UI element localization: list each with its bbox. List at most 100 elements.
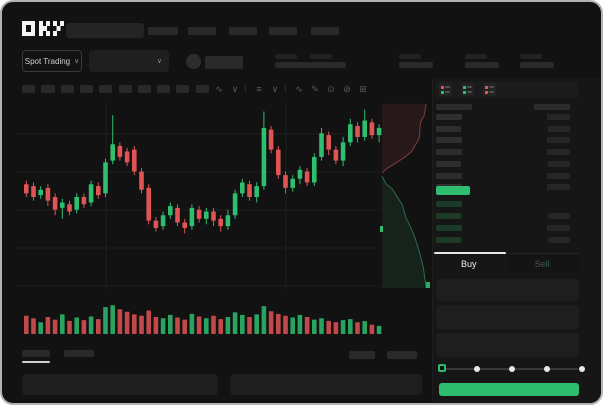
nav-item-placeholder[interactable] bbox=[148, 27, 178, 35]
order-input-field[interactable] bbox=[436, 333, 579, 357]
book-icon-line bbox=[444, 91, 450, 93]
last-price-bar[interactable] bbox=[436, 186, 470, 195]
ask-price-bar[interactable] bbox=[436, 125, 461, 132]
nav-item-placeholder[interactable] bbox=[311, 27, 339, 35]
bid-price-bar[interactable] bbox=[436, 225, 462, 231]
screenshot-tool-icon[interactable]: ⊙ bbox=[327, 84, 335, 94]
stat-label-placeholder bbox=[399, 54, 421, 59]
pair-name-placeholder bbox=[205, 56, 243, 69]
trendline-tool-icon[interactable]: ∿ bbox=[295, 84, 303, 94]
indicators-dropdown-icon[interactable]: ∿ bbox=[215, 84, 223, 94]
interval-button[interactable] bbox=[137, 85, 151, 93]
orders-table-placeholder bbox=[230, 374, 422, 395]
orders-action-button[interactable] bbox=[387, 351, 417, 359]
orders-action-button[interactable] bbox=[349, 351, 375, 359]
ask-price-bar[interactable] bbox=[436, 137, 462, 144]
bid-amount-bar[interactable] bbox=[547, 225, 570, 231]
fullscreen-icon[interactable]: ⊞ bbox=[359, 84, 367, 94]
book-icon-square bbox=[463, 90, 466, 94]
order-input-field[interactable] bbox=[436, 279, 579, 301]
ask-price-bar[interactable] bbox=[436, 172, 462, 179]
nav-item-placeholder[interactable] bbox=[229, 27, 257, 35]
ask-amount-bar[interactable] bbox=[548, 160, 570, 167]
chevron-down-icon[interactable]: ∨ bbox=[231, 84, 239, 94]
chevron-down-icon[interactable]: ∨ bbox=[271, 84, 279, 94]
slider-stop-dot[interactable] bbox=[579, 366, 585, 372]
chevron-down-icon: ∨ bbox=[74, 57, 80, 65]
interval-button[interactable] bbox=[176, 85, 190, 93]
ask-amount-bar[interactable] bbox=[547, 184, 570, 191]
bid-amount-bar[interactable] bbox=[548, 237, 570, 243]
book-icon-line bbox=[488, 91, 494, 93]
order-input-field[interactable] bbox=[436, 305, 579, 329]
stat-value-placeholder bbox=[310, 62, 346, 68]
ticker-stat bbox=[399, 54, 439, 70]
book-icon-square bbox=[441, 90, 444, 94]
market-type-dropdown[interactable]: Spot Trading ∨ bbox=[22, 50, 82, 72]
book-icon-square bbox=[441, 85, 444, 89]
price-chart[interactable] bbox=[16, 98, 432, 342]
interval-button[interactable] bbox=[79, 85, 93, 93]
orders-table-placeholder bbox=[22, 374, 218, 395]
ask-price-bar[interactable] bbox=[436, 149, 462, 156]
tab-sell[interactable]: Sell bbox=[505, 254, 579, 274]
bid-price-bar[interactable] bbox=[436, 201, 462, 207]
book-icon-square bbox=[463, 85, 466, 89]
slider-stop-dot[interactable] bbox=[544, 366, 550, 372]
interval-button[interactable] bbox=[118, 85, 132, 93]
orderbook-header-left[interactable] bbox=[436, 104, 472, 110]
toolbar-divider: | bbox=[284, 83, 287, 94]
interval-button[interactable] bbox=[41, 85, 56, 93]
pair-selector-dropdown[interactable]: ∨ bbox=[89, 50, 169, 72]
buy-tab-label: Buy bbox=[460, 259, 477, 269]
okx-logo[interactable] bbox=[22, 21, 64, 36]
stat-value-placeholder bbox=[399, 62, 433, 68]
ask-price-bar[interactable] bbox=[436, 114, 462, 120]
slider-handle[interactable] bbox=[438, 364, 446, 372]
chart-type-dropdown-icon[interactable]: ≡ bbox=[256, 84, 262, 94]
book-combined-view-icon[interactable] bbox=[439, 83, 452, 96]
interval-button[interactable] bbox=[195, 85, 209, 93]
nav-item-placeholder[interactable] bbox=[188, 27, 216, 35]
active-tab-indicator bbox=[434, 252, 506, 254]
book-bids-view-icon[interactable] bbox=[461, 83, 474, 96]
stat-value-placeholder bbox=[275, 62, 311, 68]
book-icon-row bbox=[485, 90, 494, 94]
coin-icon bbox=[186, 54, 201, 69]
bid-price-bar[interactable] bbox=[436, 237, 461, 243]
interval-button[interactable] bbox=[60, 85, 74, 93]
buy-submit-button[interactable] bbox=[439, 383, 579, 396]
book-asks-view-icon[interactable] bbox=[483, 83, 496, 96]
orders-tab[interactable] bbox=[64, 350, 94, 357]
ask-amount-bar[interactable] bbox=[547, 114, 570, 120]
book-icon-line bbox=[466, 86, 472, 88]
hide-drawings-icon[interactable]: ⊘ bbox=[343, 84, 351, 94]
draw-tool-icon[interactable]: ✎ bbox=[311, 84, 319, 94]
slider-stop-dot[interactable] bbox=[509, 366, 515, 372]
interval-button[interactable] bbox=[157, 85, 171, 93]
search-input[interactable] bbox=[66, 23, 144, 38]
ask-amount-bar[interactable] bbox=[548, 125, 570, 132]
interval-button[interactable] bbox=[99, 85, 113, 93]
stat-label-placeholder bbox=[275, 54, 297, 59]
ask-price-bar[interactable] bbox=[436, 160, 461, 167]
book-icon-row bbox=[485, 85, 494, 89]
stat-value-placeholder bbox=[520, 62, 554, 68]
tab-buy[interactable]: Buy bbox=[432, 254, 506, 274]
nav-item-placeholder[interactable] bbox=[269, 27, 297, 35]
slider-stop-dot[interactable] bbox=[474, 366, 480, 372]
bid-amount-bar[interactable] bbox=[548, 213, 570, 219]
ask-amount-bar[interactable] bbox=[547, 137, 570, 144]
ask-amount-bar[interactable] bbox=[547, 149, 570, 156]
orders-tab[interactable] bbox=[22, 350, 50, 357]
bid-price-bar[interactable] bbox=[436, 213, 461, 219]
ask-amount-bar[interactable] bbox=[547, 172, 570, 179]
orderbook-header-right[interactable] bbox=[534, 104, 570, 110]
ticker-stat bbox=[275, 54, 315, 70]
interval-button[interactable] bbox=[22, 85, 35, 93]
